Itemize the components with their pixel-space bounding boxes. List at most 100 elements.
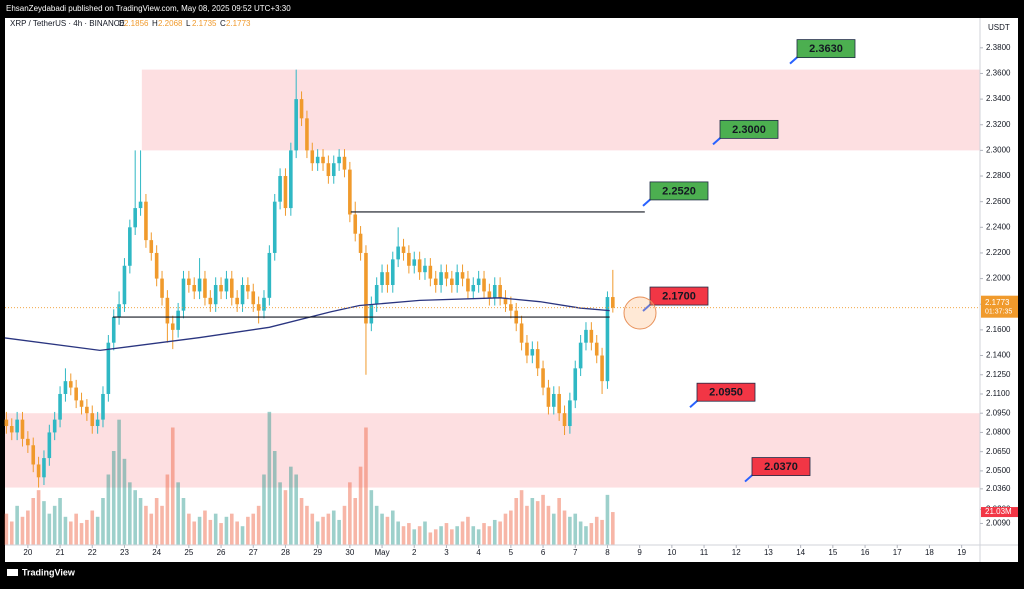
candle-body [385, 272, 390, 285]
candle-body [122, 265, 127, 305]
candle-body [428, 265, 433, 279]
candle-body [535, 349, 540, 369]
candle-body [573, 368, 578, 401]
candle-body [36, 464, 41, 478]
candle-body [181, 278, 186, 311]
volume-bar [455, 526, 459, 545]
volume-bar [503, 513, 508, 545]
volume-bar [439, 526, 443, 545]
candle-body [331, 163, 336, 177]
volume-bar [181, 498, 186, 545]
candle-body [294, 99, 298, 151]
ohlc-value: 2.1856 [124, 19, 149, 28]
volume-bar [101, 498, 105, 545]
volume-bar [380, 513, 384, 545]
candle-body [450, 278, 454, 285]
candle-body [611, 297, 615, 308]
volume-bar [466, 516, 470, 545]
annotation-label: 2.2520 [662, 185, 696, 197]
ohlc-letter: L [186, 19, 191, 28]
y-tick-label: 2.3600 [986, 69, 1011, 78]
volume-bar [187, 513, 191, 545]
candle-body [203, 278, 207, 298]
volume-bar [58, 498, 62, 545]
zone [5, 413, 980, 488]
candle-body [144, 201, 148, 241]
volume-bar [594, 516, 599, 545]
volume-bar [573, 513, 578, 545]
candle-body [133, 208, 137, 228]
candle-body [289, 150, 293, 209]
candle-body [278, 176, 282, 202]
volume-bar [423, 521, 427, 545]
x-tick-label: 3 [444, 548, 449, 557]
candle-body [117, 304, 121, 318]
x-tick-label: May [374, 548, 389, 557]
candle-body [342, 156, 347, 170]
candle-body [160, 278, 164, 298]
candle-body [321, 156, 325, 164]
candle-body [600, 355, 604, 382]
volume-bar [374, 505, 379, 545]
candle-body [476, 278, 481, 285]
volume-bar [63, 516, 68, 545]
candle-body [407, 252, 411, 266]
price-tag-bg [981, 295, 1018, 318]
x-tick-label: 13 [764, 548, 773, 557]
candle-body [58, 393, 62, 420]
countdown: 01:37:35 [985, 309, 1012, 316]
candle-body [326, 163, 331, 177]
x-tick-label: 30 [345, 548, 354, 557]
candle-body [15, 419, 19, 433]
volume-bar [9, 521, 14, 545]
candle-body [551, 393, 556, 407]
x-tick-label: 16 [861, 548, 870, 557]
volume-bar [321, 516, 325, 545]
candle-body [444, 272, 449, 279]
volume-bar [251, 513, 256, 545]
y-tick-label: 2.1250 [986, 370, 1011, 379]
volume-bar [256, 505, 261, 545]
candle-body [213, 285, 218, 305]
volume-bar [390, 510, 395, 545]
candle-body [412, 259, 417, 266]
volume-bar [417, 526, 422, 545]
y-tick-label: 2.2200 [986, 248, 1011, 257]
price-unit: USDT [988, 23, 1010, 32]
volume-bar [584, 526, 588, 545]
candle-body [369, 304, 374, 324]
volume-bar [487, 526, 492, 545]
x-tick-label: 22 [88, 548, 97, 557]
volume-bar [95, 516, 100, 545]
candle-body [348, 169, 352, 215]
candle-body [262, 297, 266, 311]
volume-bar [170, 427, 175, 545]
candle-body [589, 329, 594, 343]
volume-bar [337, 519, 341, 545]
candle-body [240, 285, 245, 305]
volume-bar [385, 516, 390, 545]
candle-body [251, 291, 256, 305]
volume-bar [342, 505, 347, 545]
volume-bar [299, 498, 304, 545]
y-tick-label: 2.1100 [986, 389, 1010, 398]
y-tick-label: 2.0500 [986, 466, 1011, 475]
volume-bar [326, 513, 331, 545]
candle-body [353, 214, 358, 234]
volume-bar [551, 513, 556, 545]
candle-body [305, 118, 309, 151]
candle-body [503, 297, 508, 305]
annotation-box [751, 457, 811, 476]
volume-bar [450, 529, 454, 545]
y-tick-label: 2.2800 [986, 171, 1011, 180]
volume-bar [160, 505, 164, 545]
volume-bar [482, 523, 486, 545]
candle-body [128, 227, 132, 266]
volume-bar [369, 490, 374, 545]
x-tick-label: 29 [313, 548, 322, 557]
volume-bar [541, 494, 545, 545]
candle-body [111, 317, 116, 343]
x-tick-label: 8 [605, 548, 610, 557]
logo-icon [7, 569, 18, 576]
volume-tag: 21.03M [985, 507, 1012, 516]
